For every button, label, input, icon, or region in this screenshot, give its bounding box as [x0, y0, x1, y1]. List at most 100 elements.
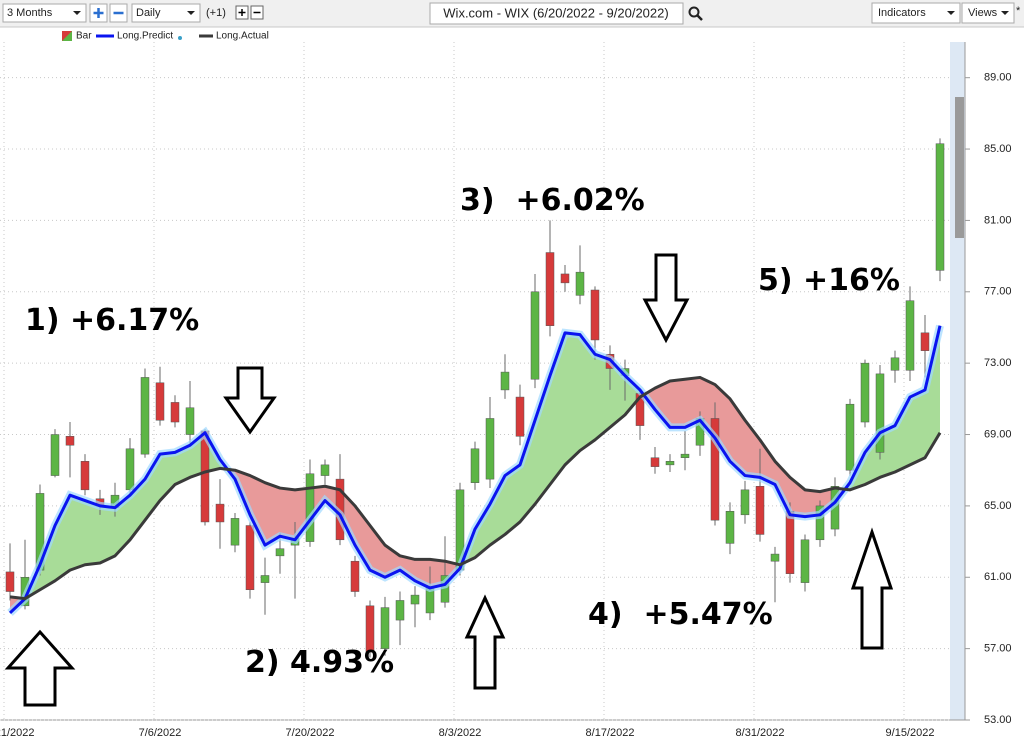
candle-body — [530, 291, 540, 380]
candle-body — [500, 371, 510, 391]
x-tick-label: 9/15/2022 — [886, 727, 935, 739]
fill-area — [250, 475, 265, 546]
candle-body — [380, 607, 390, 649]
candle-body — [5, 571, 15, 592]
legend-label: Long.Actual — [216, 31, 269, 42]
candle-body — [320, 464, 330, 476]
fill-area — [745, 420, 760, 478]
x-tick-label: 8/31/2022 — [736, 727, 785, 739]
annotation: 1) +6.17% — [25, 303, 199, 338]
title-box[interactable]: Wix.com - WIX (6/20/2022 - 9/20/2022) — [429, 2, 684, 25]
legend-label: Bar — [76, 31, 92, 42]
candle-body — [725, 510, 735, 544]
candle-body — [275, 548, 285, 557]
y-tick-label: 81.00 — [984, 214, 1012, 226]
candle-body — [80, 461, 90, 491]
fill-area — [265, 482, 280, 546]
fill-area — [520, 420, 535, 522]
series-line — [8, 325, 942, 615]
range-dropdown[interactable]: 3 Months — [2, 3, 87, 23]
candle-body — [800, 539, 810, 583]
legend-icon-bar — [62, 31, 72, 41]
legend-dot — [178, 36, 182, 40]
up-arrow — [464, 594, 506, 690]
scroll-thumb[interactable] — [955, 97, 964, 238]
candle-body — [785, 510, 795, 574]
y-tick-label: 53.00 — [984, 714, 1012, 726]
fill-area — [730, 398, 745, 476]
interval-dropdown[interactable]: Daily — [131, 3, 201, 23]
y-tick-label: 69.00 — [984, 428, 1012, 440]
fill-area — [490, 475, 505, 546]
offset-text: (+1) — [206, 7, 226, 19]
fill-area — [565, 332, 580, 465]
annotation: 5) +16% — [758, 263, 900, 298]
annotation: 2) 4.93% — [245, 645, 394, 680]
candle-body — [260, 575, 270, 583]
fill-area — [580, 334, 595, 451]
y-tick-label: 89.00 — [984, 72, 1012, 84]
annotation: 4) +5.47% — [588, 597, 773, 632]
y-tick-label: 85.00 — [984, 143, 1012, 155]
x-tick-label: 7/6/2022 — [139, 727, 182, 739]
x-tick-label: 7/20/2022 — [286, 727, 335, 739]
candle-body — [365, 605, 375, 653]
y-tick-label: 73.00 — [984, 357, 1012, 369]
candle-body — [815, 505, 825, 541]
candle-body — [860, 362, 870, 423]
candle-body — [740, 489, 750, 516]
candle-body — [680, 453, 690, 458]
x-tick-label: 8/3/2022 — [439, 727, 482, 739]
search-button[interactable] — [688, 6, 703, 21]
candle-body — [590, 289, 600, 341]
down-arrow — [642, 253, 690, 344]
chart-title: Wix.com - WIX (6/20/2022 - 9/20/2022) — [443, 5, 668, 20]
candle-body — [305, 473, 315, 542]
zoom-out-button[interactable] — [109, 3, 128, 23]
y-tick-label: 57.00 — [984, 643, 1012, 655]
annotation: 3) +6.02% — [460, 183, 645, 218]
fill-area — [895, 397, 910, 472]
candle-body — [185, 407, 195, 435]
series-line — [9, 375, 942, 601]
fill-area — [910, 389, 925, 465]
candle-body — [245, 525, 255, 591]
candle-body — [845, 403, 855, 471]
y-tick-label: 65.00 — [984, 500, 1012, 512]
down-arrow — [223, 366, 277, 435]
range-text: 3 Months — [7, 7, 53, 19]
candle-body — [575, 271, 585, 296]
candle-body — [50, 434, 60, 476]
x-tick-label: 8/17/2022 — [586, 727, 635, 739]
fill-area — [535, 375, 550, 505]
fill-area — [70, 495, 85, 571]
indicators-dropdown[interactable]: Indicators — [871, 2, 961, 24]
candle-body — [560, 273, 570, 284]
offset-plus-button[interactable] — [235, 5, 249, 20]
fill-area — [655, 381, 670, 428]
zoom-in-button[interactable] — [89, 3, 108, 23]
candle-body — [665, 461, 675, 466]
candle-body — [350, 560, 360, 592]
fill-area — [595, 354, 610, 440]
views-dropdown[interactable]: Views — [961, 2, 1015, 24]
candle-body — [170, 402, 180, 423]
candle-body — [710, 418, 720, 521]
candle-body — [935, 143, 945, 271]
fill-area — [280, 488, 295, 540]
indicators-text: Indicators — [878, 7, 926, 19]
fill-area — [685, 377, 700, 428]
legend: Bar Long.Predict Long.Actual — [62, 31, 269, 42]
candle-body — [125, 448, 135, 491]
offset-minus-button[interactable] — [250, 5, 264, 20]
star-text: * — [1016, 5, 1021, 17]
candle-body — [485, 418, 495, 480]
fill-area — [505, 464, 520, 535]
interval-text: Daily — [136, 7, 161, 19]
candle-body — [230, 518, 240, 546]
candle-body — [155, 382, 165, 421]
candle-body — [215, 503, 225, 523]
views-text: Views — [968, 7, 998, 19]
fill-area — [370, 525, 385, 578]
